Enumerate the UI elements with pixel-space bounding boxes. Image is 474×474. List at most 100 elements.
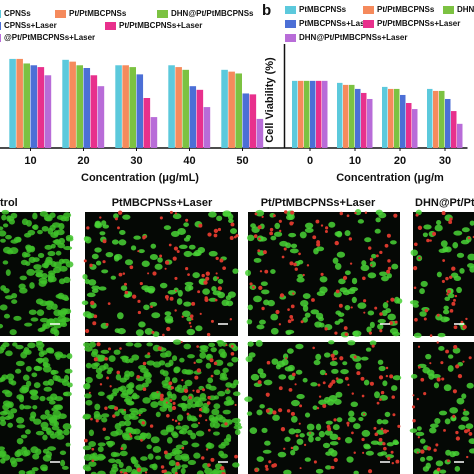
- live-cell: [328, 340, 335, 345]
- live-cell: [217, 390, 226, 397]
- live-cell: [14, 457, 24, 462]
- live-cell: [65, 234, 74, 241]
- live-cell: [319, 369, 326, 376]
- live-cell: [101, 269, 109, 274]
- live-cell: [437, 332, 446, 338]
- live-cell: [46, 430, 55, 436]
- live-cell: [332, 257, 339, 264]
- live-cell: [122, 214, 131, 220]
- bar: [433, 90, 439, 148]
- live-cell: [375, 209, 383, 216]
- dead-cell: [137, 250, 140, 253]
- live-cell: [318, 430, 325, 438]
- dead-cell: [119, 347, 122, 350]
- dead-cell: [249, 282, 253, 286]
- bar: [355, 88, 361, 148]
- dead-cell: [210, 374, 214, 378]
- bar: [427, 88, 433, 148]
- dead-cell: [230, 222, 235, 227]
- live-cell: [304, 222, 314, 229]
- live-cell: [306, 423, 315, 431]
- live-cell: [6, 373, 15, 381]
- live-cell: [85, 399, 93, 406]
- dead-cell: [361, 437, 365, 442]
- dead-cell: [442, 259, 446, 262]
- bar: [367, 98, 373, 148]
- live-cell: [200, 345, 209, 351]
- live-cell: [154, 263, 163, 270]
- live-cell: [1, 214, 7, 221]
- dead-cell: [271, 463, 276, 468]
- live-cell: [342, 290, 351, 296]
- bar: [298, 80, 304, 148]
- live-cell: [273, 231, 283, 237]
- bar: [150, 117, 158, 148]
- live-cell: [32, 212, 38, 220]
- live-cell: [315, 423, 322, 431]
- live-cell: [376, 429, 386, 435]
- live-cell: [365, 347, 372, 352]
- live-cell: [434, 224, 443, 232]
- live-cell: [84, 382, 91, 390]
- dead-cell: [316, 406, 320, 410]
- dead-cell: [95, 419, 99, 423]
- live-cell: [27, 470, 36, 474]
- dead-cell: [89, 263, 93, 268]
- live-cell: [251, 226, 260, 234]
- live-cell: [247, 304, 253, 311]
- bar: [136, 74, 144, 148]
- live-cell: [151, 312, 161, 319]
- live-cell: [380, 451, 388, 456]
- dead-cell: [83, 259, 87, 263]
- dead-cell: [349, 262, 353, 265]
- live-cell: [208, 211, 217, 218]
- live-cell: [47, 446, 57, 451]
- live-cell: [302, 293, 311, 299]
- dead-cell: [354, 211, 357, 215]
- dead-cell: [206, 332, 211, 337]
- live-cell: [59, 265, 68, 272]
- live-cell: [180, 467, 186, 474]
- live-cell: [152, 361, 162, 368]
- live-cell: [283, 469, 292, 474]
- dead-cell: [378, 437, 383, 442]
- live-cell: [192, 396, 202, 404]
- dead-cell: [376, 401, 380, 405]
- bar: [349, 84, 355, 148]
- live-cell: [0, 238, 6, 243]
- live-cell: [59, 450, 67, 456]
- live-cell: [107, 405, 116, 410]
- live-cell: [315, 312, 324, 320]
- dead-cell: [313, 460, 317, 464]
- live-cell: [50, 369, 57, 376]
- live-cell: [466, 382, 474, 389]
- live-cell: [121, 432, 130, 439]
- live-cell: [386, 272, 392, 279]
- bar: [23, 63, 30, 148]
- live-cell: [113, 253, 123, 261]
- legend-label: PtMBCPNSs: [299, 5, 347, 14]
- dead-cell: [467, 428, 471, 432]
- live-cell: [121, 355, 129, 363]
- dead-cell: [290, 304, 295, 309]
- live-cell: [336, 417, 343, 423]
- live-cell: [129, 415, 139, 420]
- live-cell: [103, 363, 109, 370]
- live-cell: [308, 435, 314, 443]
- live-cell: [332, 350, 339, 356]
- live-cell: [15, 360, 25, 367]
- image-title: DHN@Pt/Ptl: [415, 197, 474, 209]
- live-cell: [415, 431, 425, 437]
- live-cell: [94, 403, 101, 411]
- dead-cell: [449, 217, 453, 221]
- live-cell: [61, 317, 71, 323]
- live-cell: [256, 456, 264, 462]
- dead-cell: [174, 471, 178, 474]
- live-cell: [165, 424, 175, 432]
- dead-cell: [254, 468, 259, 473]
- live-cell: [436, 271, 442, 278]
- live-cell: [218, 443, 226, 449]
- live-cell: [344, 270, 351, 276]
- dead-cell: [411, 405, 416, 409]
- dead-cell: [191, 318, 194, 321]
